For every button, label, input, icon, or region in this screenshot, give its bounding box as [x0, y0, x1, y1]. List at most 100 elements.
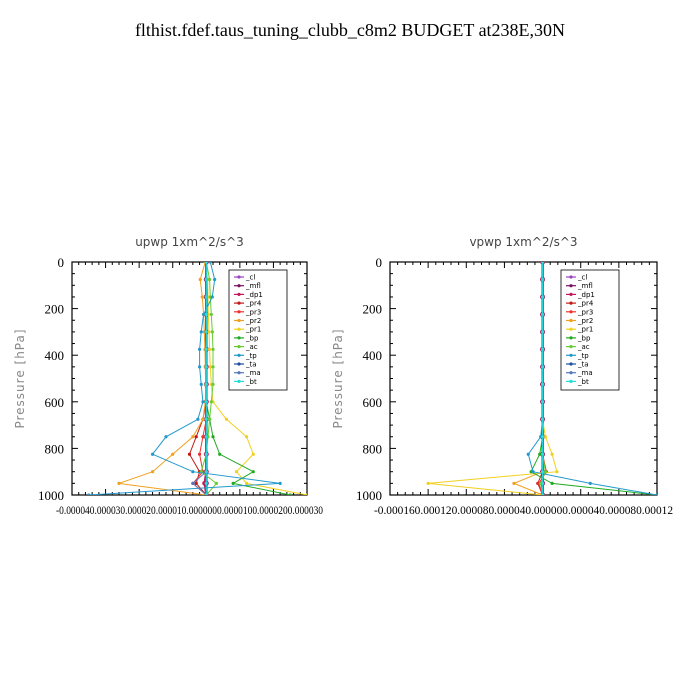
series-line-pr2 — [512, 262, 544, 495]
data-point — [540, 382, 545, 386]
data-point — [540, 347, 545, 351]
data-point — [204, 470, 208, 474]
data-point — [194, 435, 198, 439]
data-point — [540, 365, 545, 369]
data-point — [550, 452, 554, 456]
data-point — [251, 452, 255, 456]
data-point — [204, 347, 208, 351]
y-tick-label: 400 — [363, 348, 383, 363]
data-point — [543, 435, 548, 439]
data-point — [278, 481, 282, 485]
data-point — [198, 277, 202, 282]
data-point — [288, 493, 292, 495]
data-point — [213, 277, 217, 282]
legend-label: _tp — [577, 352, 589, 360]
data-point — [208, 347, 212, 351]
data-point — [150, 452, 155, 456]
y-tick-label: 200 — [363, 302, 383, 317]
data-point — [305, 493, 307, 495]
data-point — [199, 330, 203, 334]
chart-panel-2: vpwp 1xm^2/s^3 Pressure [hPa] 0 200 400 600 80… — [331, 235, 673, 517]
data-point — [201, 435, 205, 439]
x-tick-labels: -0.000040.000030.000020.000010.0000000.0… — [56, 503, 323, 517]
legend-label: _ac — [577, 343, 590, 351]
data-point — [214, 481, 218, 485]
data-point — [218, 452, 222, 456]
data-point — [204, 493, 208, 495]
legend-label: _cl — [577, 274, 587, 282]
legend-label: _pr1 — [577, 326, 593, 334]
y-tick-label: 600 — [363, 395, 383, 410]
page-title: flthist.fdef.taus_tuning_clubb_c8m2 BUDG… — [134, 20, 566, 40]
data-point — [208, 365, 212, 369]
legend-label: _mfl — [245, 282, 261, 290]
data-point — [540, 435, 545, 439]
data-point — [202, 312, 206, 317]
legend-label: _mfl — [577, 282, 593, 290]
data-point — [540, 417, 545, 421]
data-point — [538, 452, 542, 456]
data-point — [211, 435, 215, 439]
data-point — [208, 262, 212, 264]
data-point — [164, 435, 168, 439]
data-point — [117, 481, 121, 485]
data-point — [512, 481, 516, 485]
data-point — [234, 470, 239, 474]
y-tick-label: 200 — [45, 302, 65, 317]
data-point — [540, 470, 545, 474]
legend-label: _pr1 — [245, 326, 261, 334]
legend-label: _tp — [245, 352, 257, 360]
data-point — [210, 330, 214, 334]
legend-label: _pr2 — [245, 317, 261, 325]
data-point — [208, 277, 212, 282]
data-point — [171, 452, 175, 456]
data-point — [540, 400, 545, 404]
data-point — [540, 262, 545, 264]
data-point — [211, 347, 215, 351]
data-point — [224, 417, 229, 421]
y-tick-label: 800 — [363, 441, 383, 456]
data-point — [201, 417, 205, 421]
y-tick-label: 1000 — [356, 488, 382, 503]
data-point — [211, 365, 215, 369]
legend-label: _cl — [245, 274, 255, 282]
data-point — [197, 347, 202, 351]
data-point — [197, 452, 202, 456]
data-point — [204, 262, 208, 264]
data-point — [204, 312, 208, 317]
y-tick-label: 0 — [58, 255, 65, 270]
legend-label: _bp — [577, 334, 591, 342]
data-point — [204, 330, 208, 334]
chart-panel-1: upwp 1xm^2/s^3 Pressure [hPa] 0 200 400 600 80… — [13, 235, 323, 517]
data-point — [191, 481, 195, 485]
legend-label: _ta — [245, 361, 257, 369]
legend-label: _pr3 — [245, 308, 261, 316]
data-point — [540, 493, 545, 495]
data-point — [251, 470, 255, 474]
data-point — [543, 470, 548, 474]
legend: _cl_mfl_dp1_pr4_pr3_pr2_pr1_bp_ac_tp_ta_… — [228, 269, 288, 391]
plot-title: upwp 1xm^2/s^3 — [135, 235, 244, 249]
data-point — [540, 295, 545, 299]
y-tick-label: 1000 — [38, 488, 64, 503]
legend-label: _bt — [577, 378, 589, 386]
legend-label: _pr3 — [577, 308, 593, 316]
data-point — [540, 330, 545, 334]
data-point — [191, 435, 195, 439]
y-axis-label: Pressure [hPa] — [331, 328, 345, 428]
data-point — [191, 470, 195, 474]
legend-label: _dp1 — [245, 291, 263, 299]
plot-title: vpwp 1xm^2/s^3 — [469, 235, 577, 249]
data-point — [540, 452, 545, 456]
y-tick-label: 0 — [376, 255, 383, 270]
data-point — [426, 481, 430, 485]
data-point — [244, 435, 249, 439]
legend-label: _ma — [577, 369, 593, 377]
data-point — [531, 470, 535, 474]
data-point — [209, 312, 213, 317]
legend-label: _ma — [245, 369, 261, 377]
data-point — [204, 382, 208, 386]
data-point — [540, 312, 545, 317]
data-point — [211, 382, 215, 386]
